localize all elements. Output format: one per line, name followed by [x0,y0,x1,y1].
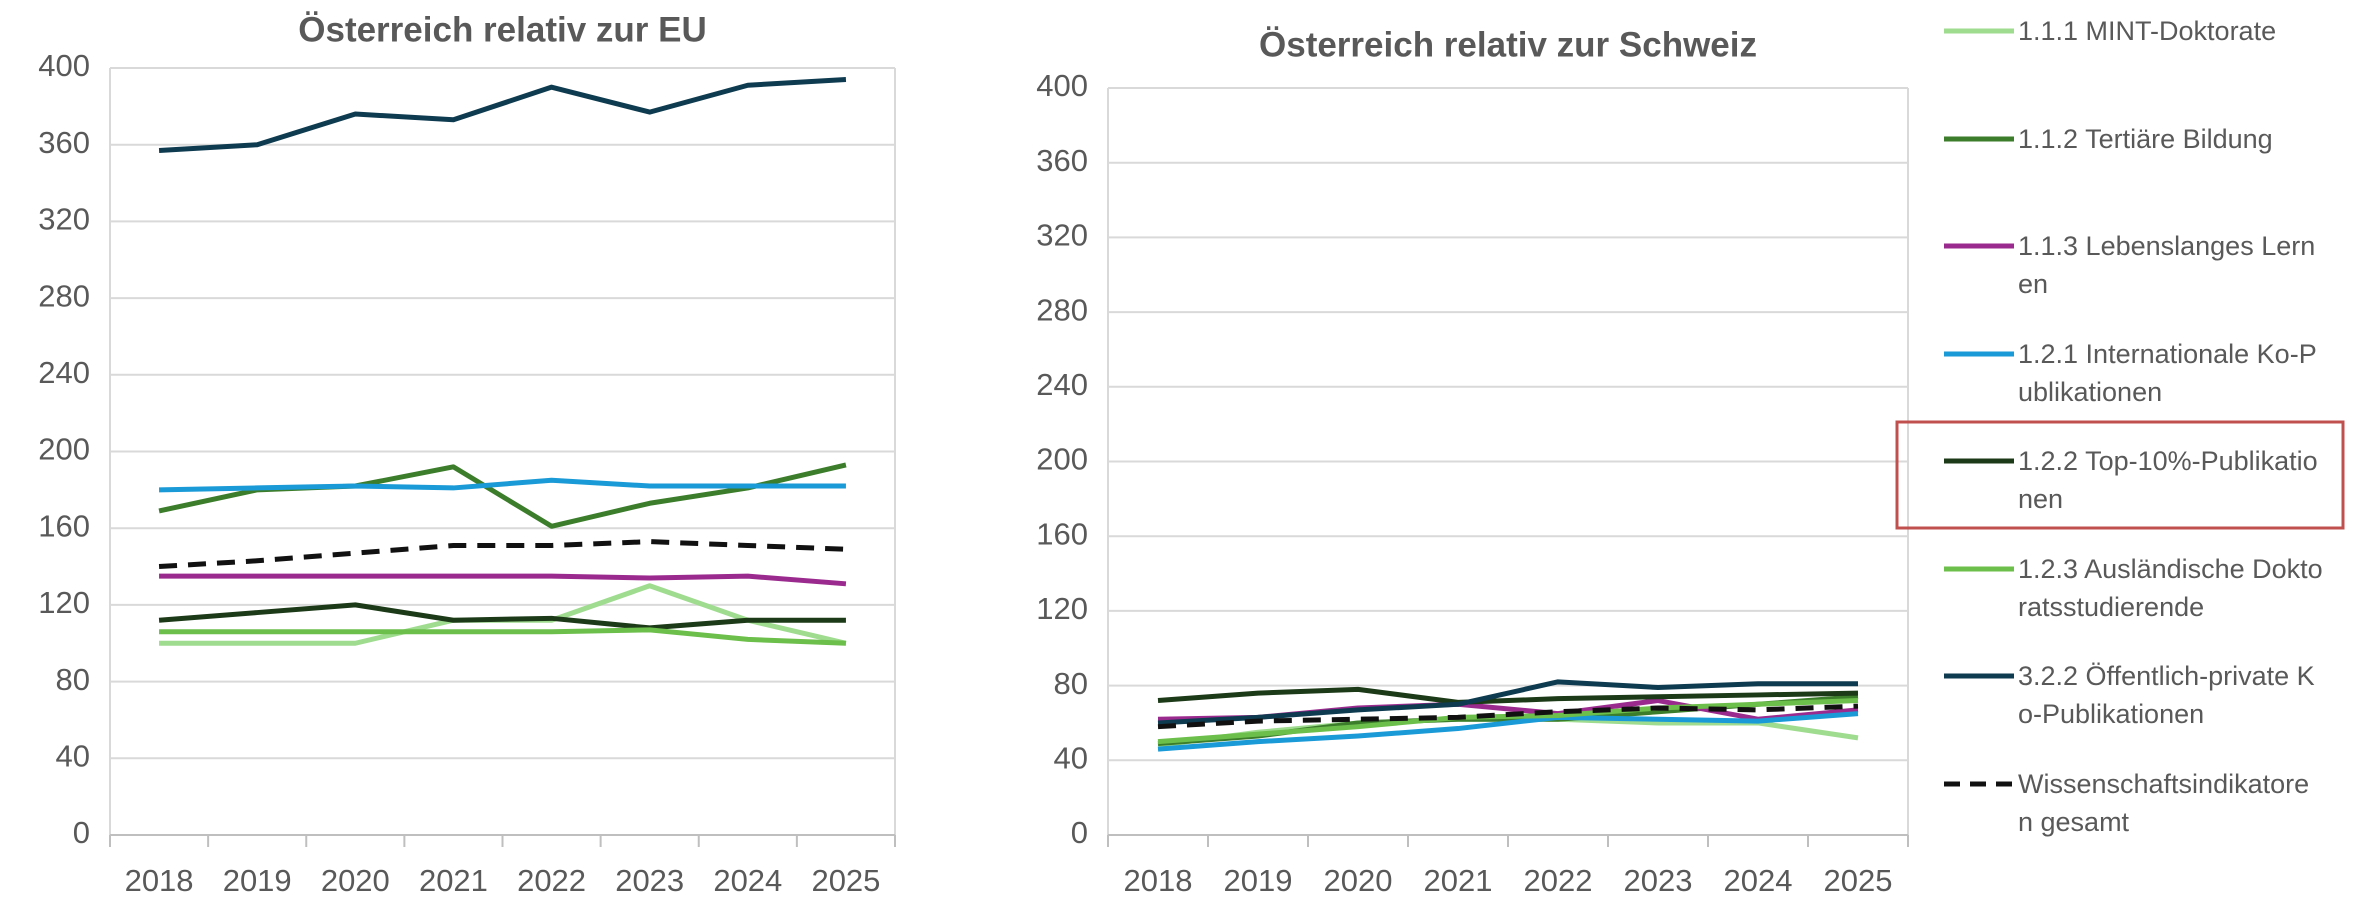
chart-title: Österreich relativ zur Schweiz [1259,25,1757,64]
x-tick-label: 2024 [713,863,782,897]
legend-label: Wissenschaftsindikatoren gesamt [2018,769,2310,837]
legend-swatch [1944,781,2014,787]
x-tick-label: 2019 [1224,863,1293,897]
legend-swatch [1944,458,2014,464]
y-tick-label: 80 [56,662,90,697]
x-tick-label: 2024 [1724,863,1793,897]
y-tick-label: 240 [1036,367,1088,402]
legend-item: 1.1.2 Tertiäre Bildung [1940,120,2323,158]
y-tick-label: 0 [1071,815,1088,850]
series-line [158,462,847,529]
y-tick-label: 40 [1054,740,1088,775]
y-tick-label: 160 [38,508,90,543]
legend-item: 1.2.3 Ausländische Doktoratsstudierende [1940,550,2323,626]
y-tick-label: 120 [38,585,90,620]
legend-swatch [1944,673,2014,679]
legend-label: 1.1.1 MINT-Doktorate [2018,16,2277,46]
y-tick-label: 160 [1036,516,1088,551]
x-tick-label: 2018 [1124,863,1193,897]
x-tick-label: 2020 [321,863,390,897]
legend-swatch [1944,136,2014,142]
y-tick-label: 200 [38,432,90,467]
x-tick-label: 2021 [419,863,488,897]
series-line [158,602,846,631]
x-tick-label: 2021 [1424,863,1493,897]
legend-item: 1.2.1 Internationale Ko-Publikationen [1940,335,2323,411]
y-tick-label: 360 [1036,143,1088,178]
series-line [158,539,847,570]
chart-title: Österreich relativ zur EU [298,10,707,49]
legend-item: 1.1.1 MINT-Doktorate [1940,12,2323,50]
series-line [1157,679,1858,726]
legend-item: 1.1.3 Lebenslanges Lernen [1940,227,2323,303]
x-tick-label: 2019 [223,863,292,897]
series-line [1157,703,1859,730]
x-tick-label: 2018 [125,863,194,897]
series-line [159,627,847,646]
series-line [1157,686,1859,705]
legend-label: 1.1.3 Lebenslanges Lernen [2018,231,2316,299]
legend-label: 1.2.2 Top-10%-Publikationen [2018,446,2318,514]
x-tick-label: 2020 [1324,863,1393,897]
y-tick-label: 240 [38,355,90,390]
y-tick-label: 320 [38,202,90,237]
x-tick-label: 2025 [811,863,880,897]
series-line [159,477,846,493]
x-tick-label: 2023 [1624,863,1693,897]
y-tick-label: 120 [1036,591,1088,626]
legend-swatch [1944,28,2014,34]
legend-label: 1.2.3 Ausländische Doktoratsstudierende [2018,554,2323,622]
legend-label: 1.1.2 Tertiäre Bildung [2018,124,2273,154]
series-line [1157,711,1859,752]
legend-swatch [1944,351,2014,357]
x-tick-label: 2022 [1524,863,1593,897]
legend-item: 3.2.2 Öffentlich-private Ko-Publikatione… [1940,657,2323,733]
y-tick-label: 320 [1036,218,1088,253]
y-tick-label: 280 [38,278,90,313]
y-tick-label: 280 [1036,292,1088,327]
y-tick-label: 40 [56,738,90,773]
legend-label: 1.2.1 Internationale Ko-Publikationen [2018,339,2317,407]
y-tick-label: 200 [1036,442,1088,477]
y-tick-label: 360 [38,125,90,160]
legend-item: 1.2.2 Top-10%-Publikationen [1940,442,2323,518]
y-tick-label: 400 [1036,68,1088,103]
y-tick-label: 80 [1054,666,1088,701]
x-tick-label: 2025 [1824,863,1893,897]
x-tick-label: 2022 [517,863,586,897]
highlight-box [1895,420,2345,530]
x-tick-label: 2023 [615,863,684,897]
legend-swatch [1944,566,2014,572]
series-line [159,573,847,587]
y-tick-label: 400 [38,48,90,83]
legend-label: 3.2.2 Öffentlich-private Ko-Publikatione… [2018,661,2315,729]
series-line [158,77,847,153]
legend-swatch [1944,243,2014,249]
legend-item: Wissenschaftsindikatoren gesamt [1940,765,2323,841]
y-tick-label: 0 [73,815,90,850]
